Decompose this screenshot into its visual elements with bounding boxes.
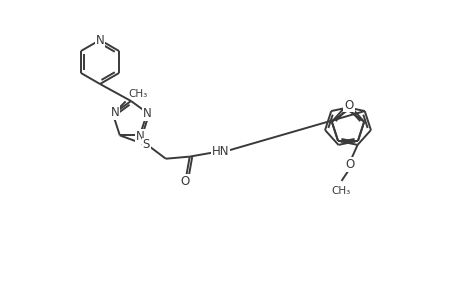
Text: N: N (110, 106, 119, 118)
Text: O: O (344, 98, 353, 112)
Text: CH₃: CH₃ (330, 186, 349, 196)
Text: O: O (344, 158, 353, 171)
Text: HN: HN (211, 145, 229, 158)
Text: CH₃: CH₃ (129, 89, 148, 99)
Text: N: N (135, 130, 144, 143)
Text: O: O (180, 175, 190, 188)
Text: S: S (142, 138, 150, 152)
Text: N: N (142, 106, 151, 120)
Text: N: N (95, 34, 104, 46)
